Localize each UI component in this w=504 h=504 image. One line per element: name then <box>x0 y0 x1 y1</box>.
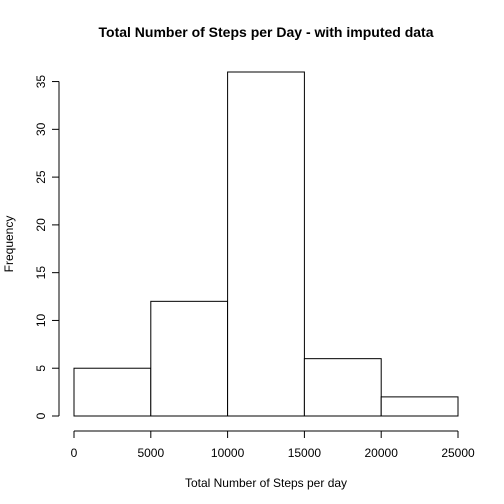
x-tick-label: 25000 <box>441 446 475 460</box>
y-tick-label: 10 <box>34 313 48 327</box>
x-tick-label: 10000 <box>211 446 245 460</box>
histogram-bar-5 <box>380 396 459 417</box>
histogram-bar-3 <box>227 71 305 417</box>
bars <box>73 71 459 417</box>
y-axis: 0 5 10 15 20 25 30 35 <box>34 75 60 419</box>
y-tick-label: 25 <box>34 170 48 184</box>
x-tick-label: 20000 <box>365 446 399 460</box>
x-axis-label: Total Number of Steps per day <box>185 476 347 490</box>
y-tick-label: 0 <box>34 412 48 419</box>
x-tick-label: 0 <box>71 446 78 460</box>
y-axis-label: Frequency <box>2 216 16 273</box>
histogram-bar-2 <box>150 300 229 417</box>
y-tick-label: 15 <box>34 266 48 280</box>
y-tick-label: 30 <box>34 122 48 136</box>
x-axis: 0 5000 10000 15000 20000 25000 <box>71 430 475 460</box>
y-tick-label: 5 <box>34 365 48 372</box>
histogram-bar-4 <box>303 358 382 417</box>
x-tick-label: 15000 <box>288 446 322 460</box>
chart-title: Total Number of Steps per Day - with imp… <box>99 24 434 40</box>
x-tick-label: 5000 <box>137 446 164 460</box>
y-tick-label: 20 <box>34 218 48 232</box>
histogram-bar-1 <box>73 367 152 417</box>
y-tick-label: 35 <box>34 75 48 89</box>
